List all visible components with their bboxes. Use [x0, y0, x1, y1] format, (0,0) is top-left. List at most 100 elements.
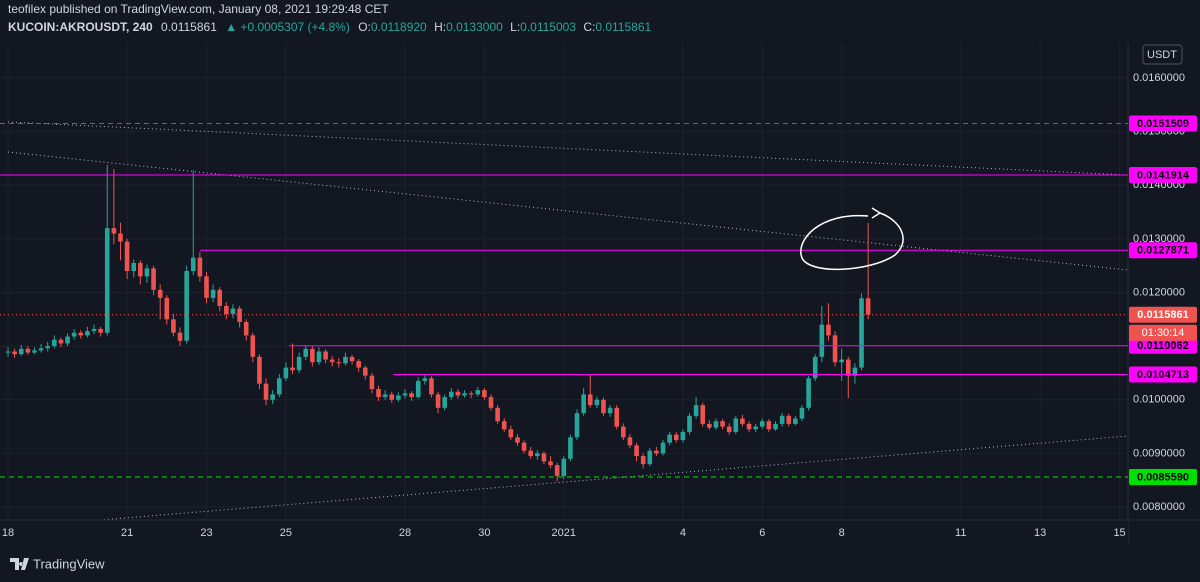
candle-body [91, 328, 97, 332]
candle-body [184, 271, 189, 341]
price-tag-label: 0.0127871 [1137, 245, 1189, 257]
candle-body [323, 351, 328, 360]
candle-body [230, 308, 236, 314]
candle-body [554, 465, 560, 476]
candle-body [369, 375, 375, 390]
candle-body [356, 361, 361, 368]
last: 0.0115861 [161, 20, 217, 34]
x-tick-label: 30 [478, 527, 490, 539]
candle-body [700, 405, 706, 424]
candle-body [131, 263, 137, 272]
candle-body [5, 351, 11, 353]
candle-body [111, 228, 117, 234]
candle-body [263, 383, 269, 400]
candle-body [12, 351, 17, 355]
candle-body [382, 394, 388, 398]
candle-body [832, 335, 838, 363]
candle-body [826, 324, 831, 336]
change: ▲ +0.0005307 (+4.8%) [225, 20, 350, 34]
candle-body [819, 324, 825, 357]
candle-body [508, 429, 514, 438]
candle-body [98, 328, 103, 333]
candle-body [78, 332, 84, 336]
price-tag [1129, 337, 1197, 354]
h-value: 0.0133000 [446, 20, 503, 34]
y-tick-label: 0.0120000 [1133, 286, 1185, 298]
candle-body [528, 450, 534, 457]
candle-body [594, 399, 600, 406]
candle-body [422, 378, 428, 381]
candle-body [52, 339, 57, 347]
candle-body [740, 418, 745, 424]
candle-body [449, 391, 454, 398]
candle-body [673, 434, 679, 440]
x-tick-label: 23 [200, 527, 212, 539]
symbol-line: KUCOIN:AKROUSDT, 240 0.0115861 ▲ +0.0005… [8, 20, 652, 34]
candle-body [852, 367, 858, 376]
x-tick-label: 25 [280, 527, 292, 539]
candle-body [475, 390, 481, 395]
candle-body [660, 442, 666, 454]
x-tick-label: 28 [399, 527, 411, 539]
candle-body [693, 405, 699, 416]
candle-body [177, 332, 183, 341]
x-tick-label: 8 [839, 527, 845, 539]
y-tick-label: 0.0090000 [1133, 447, 1185, 459]
currency-box [1142, 44, 1183, 65]
candle-body [270, 394, 275, 400]
price-tag-label: 0.0110062 [1137, 340, 1188, 352]
candle-body [634, 445, 639, 457]
candle-body [726, 426, 732, 432]
x-tick-label: 2021 [552, 527, 576, 539]
x-tick-label: 11 [955, 527, 966, 539]
candle-body [640, 456, 646, 465]
candle-body [283, 367, 289, 379]
candle-body [257, 356, 262, 384]
candle-body [237, 308, 242, 322]
candle-body [151, 268, 156, 290]
candle-body [845, 359, 851, 376]
price-tag [1129, 306, 1197, 323]
candle-body [336, 362, 342, 364]
candle-body [488, 397, 494, 408]
candle-body [568, 437, 573, 459]
candle-body [85, 331, 90, 336]
candle-body [614, 407, 620, 427]
candle-body [104, 228, 110, 333]
candle-body [58, 339, 64, 344]
candle-body [409, 393, 414, 398]
candle-body [32, 350, 37, 353]
candle-body [204, 276, 209, 298]
candle-body [362, 367, 368, 376]
drawings [7, 121, 1129, 521]
candle-body [607, 407, 613, 414]
currency: USDT [1147, 49, 1177, 61]
candle-body [561, 458, 567, 476]
candle-body [442, 397, 447, 408]
candle-body [164, 297, 170, 320]
candle-body [746, 423, 752, 430]
candle-body [521, 442, 527, 451]
x-tick-label: 4 [680, 527, 686, 539]
candle-body [859, 298, 864, 368]
countdown: 01:30:14 [1142, 327, 1185, 339]
candle-body [786, 415, 792, 424]
o-label: O: [358, 20, 371, 34]
candle-body [793, 418, 798, 424]
l-label: L: [510, 20, 520, 34]
h-label: H: [434, 20, 446, 34]
candle-body [210, 289, 216, 298]
candle-body [296, 356, 302, 371]
candle-body [667, 434, 672, 443]
candle-body [435, 394, 441, 408]
candle-body [654, 450, 659, 454]
candle-body [839, 359, 844, 363]
x-tick-label: 13 [1034, 527, 1046, 539]
price-tag [1129, 469, 1197, 486]
countdown-tag [1129, 324, 1197, 341]
footer: TradingView [0, 545, 1200, 582]
candle-body [197, 257, 203, 277]
y-tick-label: 0.0160000 [1133, 72, 1185, 84]
candle-body [581, 394, 586, 414]
publisher: teofilex published on TradingView.com, J… [8, 2, 389, 16]
